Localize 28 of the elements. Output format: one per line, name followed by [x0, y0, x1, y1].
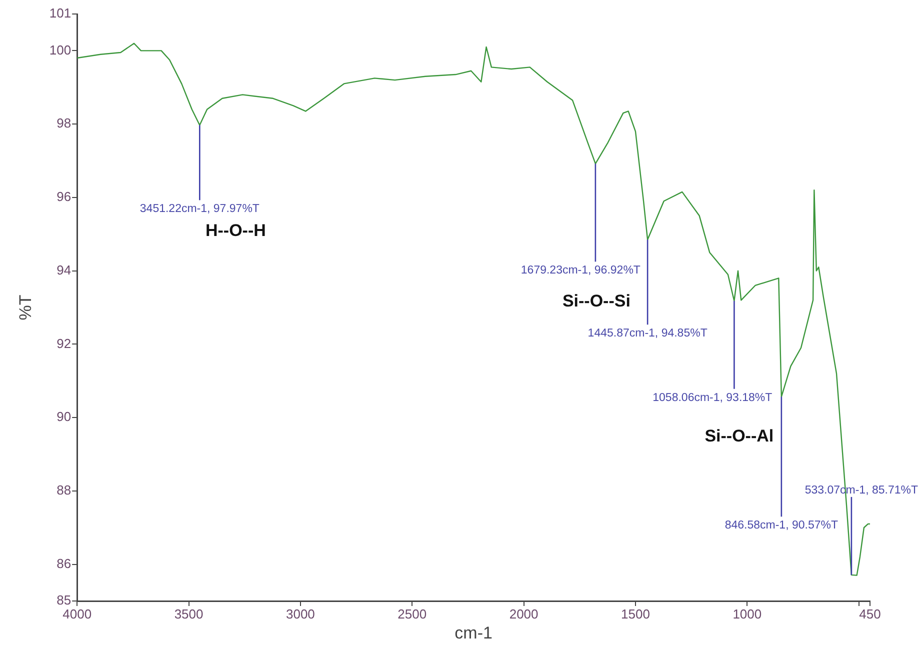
x-tick-label: 450	[859, 606, 881, 622]
y-tick-label: 85	[56, 592, 72, 608]
x-tick-label: 3000	[286, 606, 315, 622]
y-tick-label: 96	[56, 189, 72, 204]
y-tick-label: 86	[56, 556, 72, 571]
y-tick-label: 92	[56, 336, 72, 351]
y-tick-label: 101	[49, 6, 72, 21]
annotation: 846.58cm-1, 90.57%T	[724, 520, 838, 532]
y-tick-label: 100	[49, 42, 72, 58]
annotation: 1445.87cm-1, 94.85%T	[588, 328, 708, 340]
annotation: 1679.23cm-1, 96.92%T	[520, 264, 640, 277]
y-tick-label: 88	[56, 482, 72, 498]
annotation: Si--O--Si	[562, 291, 630, 310]
x-tick-label: 4000	[62, 606, 92, 622]
y-tick-label: 90	[56, 409, 72, 424]
y-axis-title: %T	[16, 294, 35, 320]
x-tick-label: 1000	[732, 606, 762, 622]
x-tick-label: 2500	[398, 606, 427, 622]
x-tick-label: 2000	[509, 606, 538, 622]
annotation: 1058.06cm-1, 93.18%T	[652, 392, 772, 404]
x-tick-label: 3500	[174, 606, 204, 622]
x-axis-title: cm-1	[454, 623, 492, 642]
annotation: 3451.22cm-1, 97.97%T	[140, 203, 260, 216]
y-tick-label: 98	[56, 116, 72, 131]
y-tick-label: 94	[56, 262, 72, 278]
x-tick-label: 1500	[621, 606, 650, 622]
annotation: Si--O--Al	[704, 426, 774, 446]
annotation: H--O--H	[205, 220, 266, 240]
